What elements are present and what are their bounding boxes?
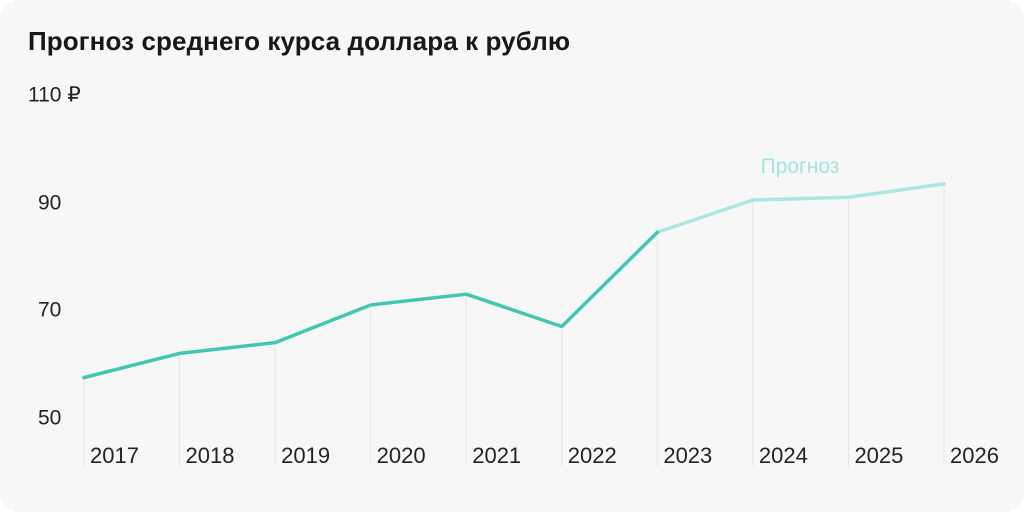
x-axis-label: 2020 — [376, 443, 426, 468]
forecast-label: Прогноз — [760, 155, 840, 178]
actual-line — [82, 230, 660, 380]
y-axis-label: 70 — [38, 298, 62, 322]
x-axis-label: 2026 — [950, 443, 999, 468]
x-axis-label: 2024 — [758, 443, 808, 468]
forecast-line — [655, 182, 946, 235]
x-axis-label: 2022 — [567, 443, 617, 468]
y-axis-label: 110 ₽ — [28, 83, 81, 107]
x-axis-label: 2017 — [90, 443, 139, 468]
x-axis-label: 2018 — [185, 443, 235, 468]
chart-title: Прогноз среднего курса доллара к рублю — [28, 26, 571, 56]
x-axis-label: 2025 — [854, 443, 904, 468]
y-axis-label: 50 — [38, 406, 62, 430]
x-axis-label: 2019 — [281, 443, 331, 468]
x-axis-label: 2021 — [472, 443, 522, 468]
x-axis-label: 2023 — [663, 443, 713, 468]
y-axis-label: 90 — [38, 191, 62, 215]
